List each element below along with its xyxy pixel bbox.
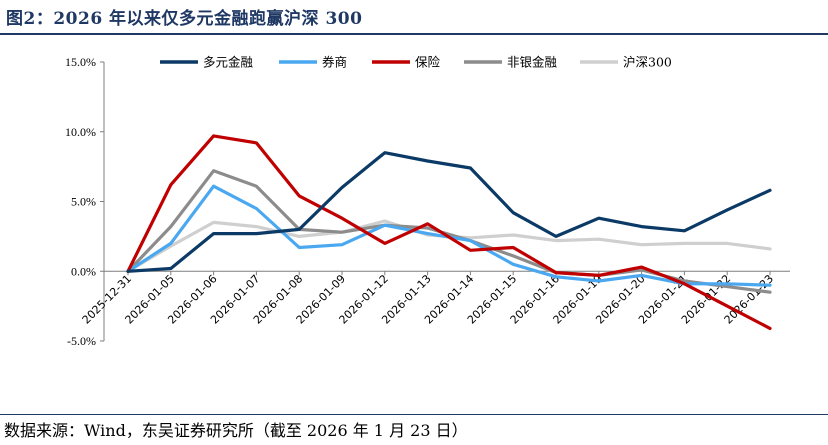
y-tick-label: -5.0%	[67, 334, 96, 348]
series-line-4	[126, 169, 772, 294]
title-rule	[0, 33, 828, 35]
series-line-3	[126, 134, 772, 330]
y-tick-label: 5.0%	[71, 195, 96, 209]
legend-label: 沪深300	[623, 55, 672, 70]
y-tick-label: 10.0%	[65, 125, 96, 139]
legend-label: 券商	[322, 55, 347, 70]
legend-label: 保险	[415, 55, 441, 70]
series-line-1	[126, 151, 772, 273]
legend-label: 非银金融	[507, 55, 558, 70]
source-rule	[0, 414, 828, 415]
y-tick-label: 15.0%	[65, 55, 96, 69]
figure-title: 图2：2026 年以来仅多元金融跑赢沪深 300	[6, 9, 363, 29]
y-tick-label: 0.0%	[71, 264, 96, 278]
line-chart: 15.0%10.0%5.0%0.0%-5.0%2025-12-312026-01…	[65, 55, 790, 348]
source-note: 数据来源：Wind，东吴证券研究所（截至 2026 年 1 月 23 日）	[4, 421, 468, 440]
legend-label: 多元金融	[203, 55, 254, 70]
